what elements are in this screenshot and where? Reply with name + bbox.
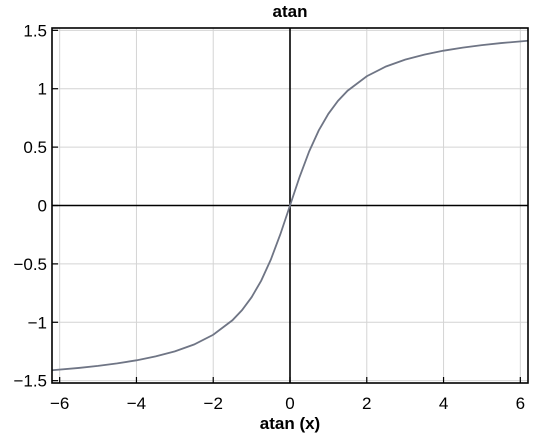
y-tick-label: 1 [38, 80, 47, 99]
x-tick-label: −6 [50, 394, 69, 413]
x-tick-label: 0 [285, 394, 294, 413]
y-tick-label: 1.5 [23, 21, 47, 40]
x-tick-label: 2 [362, 394, 371, 413]
ticks-layer: −6 −4 −2 0 2 4 6 −1.5 −1 −0.5 0 0.5 1 1.5 [13, 21, 525, 413]
chart-title: atan [273, 2, 308, 21]
x-axis-label: atan (x) [260, 414, 320, 433]
y-tick-label: −1 [28, 313, 47, 332]
y-tick-label: 0.5 [23, 138, 47, 157]
y-tick-label: −1.5 [13, 372, 47, 391]
x-tick-label: −4 [127, 394, 146, 413]
series-layer [51, 39, 529, 372]
y-tick-label: 0 [38, 197, 47, 216]
x-tick-label: −2 [204, 394, 223, 413]
x-tick-label: 4 [439, 394, 448, 413]
plot-frame [51, 27, 529, 384]
y-tick-label: −0.5 [13, 255, 47, 274]
series-line [51, 39, 529, 372]
x-tick-label: 6 [516, 394, 525, 413]
